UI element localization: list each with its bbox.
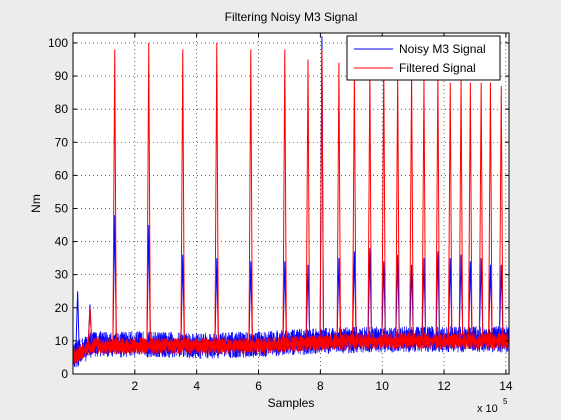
y-tick-label: 90	[55, 69, 69, 83]
x-axis-label: Samples	[268, 396, 315, 410]
series-1-spike	[319, 49, 327, 343]
series-1-spike	[381, 66, 388, 342]
x-tick-label: 6	[255, 379, 262, 393]
y-tick-label: 30	[55, 268, 69, 282]
x-tick-label: 2	[132, 379, 139, 393]
series-1-spike	[498, 85, 506, 342]
legend: Noisy M3 Signal Filtered Signal	[346, 35, 501, 81]
series-1-spike	[180, 49, 187, 347]
series-1-spike	[87, 307, 95, 348]
plot-area	[73, 33, 509, 374]
legend-box	[346, 35, 501, 81]
y-tick-label: 100	[48, 36, 68, 50]
series-1-spike	[435, 72, 443, 342]
series-1-spike	[488, 82, 495, 342]
y-tick-label: 20	[55, 301, 69, 315]
y-tick-label: 10	[55, 334, 69, 348]
series-1-spike	[447, 82, 455, 342]
x-tick-label: 8	[317, 379, 324, 393]
x-tick-label: 12	[437, 379, 451, 393]
series-layer	[73, 36, 509, 369]
series-0-spike	[467, 261, 475, 340]
chart-title: Filtering Noisy M3 Signal	[225, 10, 358, 24]
legend-entry-noisy: Noisy M3 Signal	[399, 42, 486, 56]
y-tick-label: 70	[55, 135, 69, 149]
series-1-spike	[409, 69, 416, 342]
series-1-spike	[146, 42, 153, 347]
y-tick-label: 80	[55, 102, 69, 116]
y-axis-label: Nm	[29, 194, 43, 213]
series-1-spike	[282, 49, 289, 345]
y-tick-label: 50	[55, 201, 69, 215]
y-tick-label: 0	[61, 367, 68, 381]
axes-frame	[72, 32, 510, 375]
x-tick-label: 14	[499, 379, 513, 393]
x-exponent-label: x 10	[477, 403, 498, 415]
series-1-spike	[214, 42, 221, 347]
series-0-spike	[488, 264, 495, 340]
series-1-spike	[467, 82, 475, 342]
series-0-spike	[458, 254, 466, 340]
series-1-spike	[112, 49, 119, 347]
x-exponent-superscript: 5	[503, 397, 508, 406]
series-1-spike	[395, 72, 402, 342]
series-1-spike	[478, 82, 486, 342]
series-1-spike	[336, 62, 344, 343]
x-tick-label: 4	[193, 379, 200, 393]
series-1-spike	[352, 69, 359, 342]
x-tick-label: 10	[376, 379, 390, 393]
series-1-spike	[458, 79, 466, 342]
series-1-spike	[248, 49, 255, 347]
series-1-spike	[367, 69, 375, 342]
series-1-spike	[305, 59, 313, 344]
legend-entry-filtered: Filtered Signal	[399, 61, 476, 75]
ticks: 2 4 6 8 10 12 14 0 10 20 30 40 50 60 70 80 90 100	[48, 33, 513, 393]
y-tick-label: 60	[55, 168, 69, 182]
y-tick-label: 40	[55, 235, 69, 249]
series-0-spike	[421, 258, 429, 340]
series-1-spike	[421, 79, 429, 342]
